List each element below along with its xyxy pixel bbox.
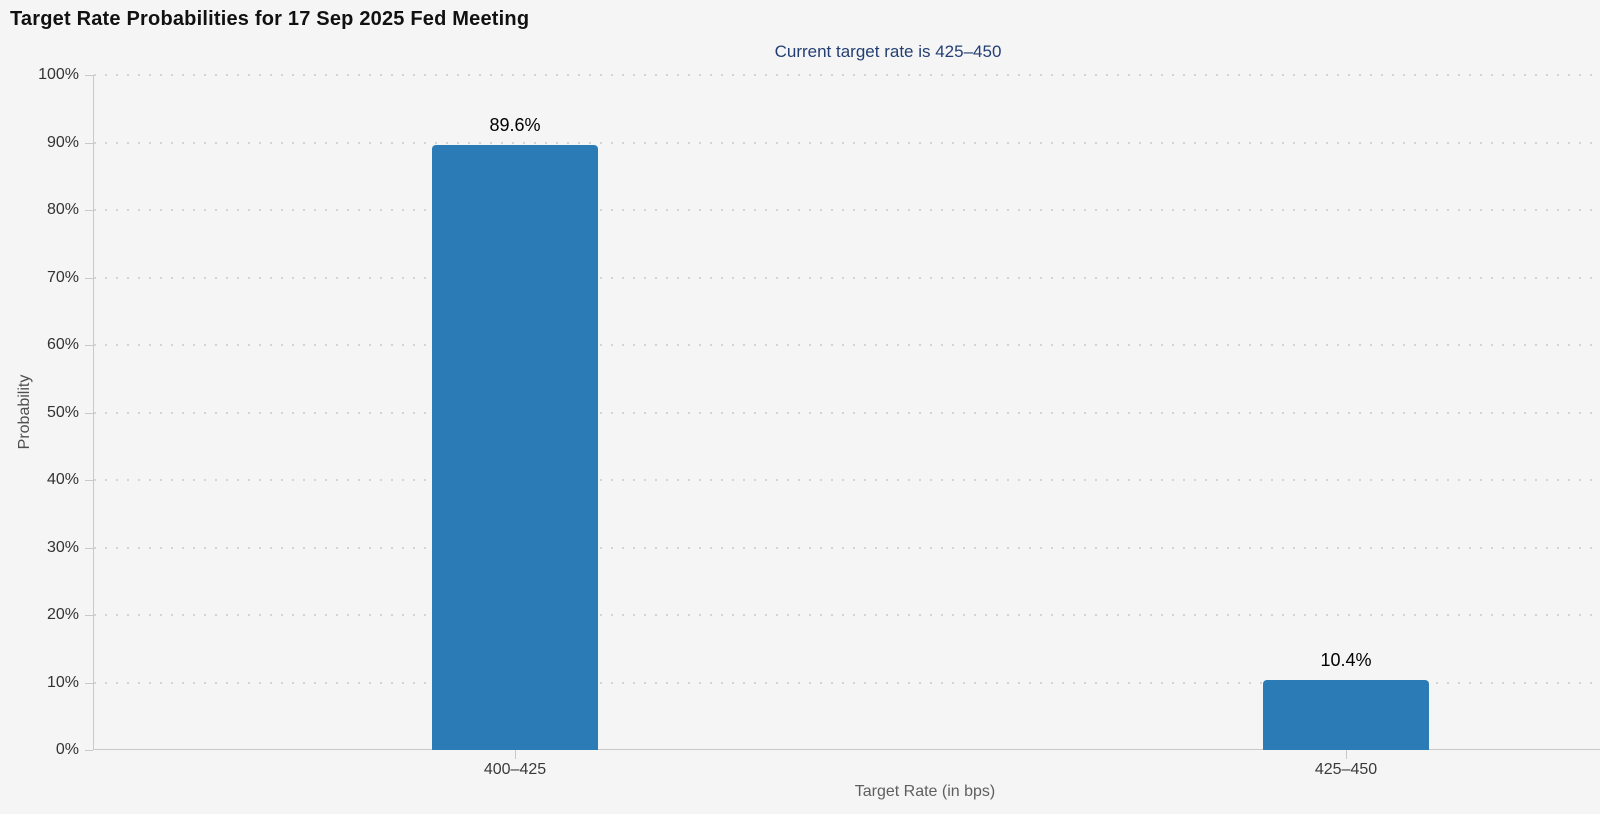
- y-tick-0: [85, 750, 93, 751]
- x-tick-400–425: [515, 750, 516, 759]
- x-tick-425–450: [1346, 750, 1347, 759]
- y-tick-label: 50%: [46, 403, 79, 421]
- y-tick-label: 70%: [46, 268, 79, 286]
- y-axis-line: [93, 75, 94, 750]
- bar-425–450[interactable]: [1263, 679, 1429, 750]
- y-tick-label: 10%: [46, 673, 79, 691]
- bar-value-label: 10.4%: [1320, 649, 1372, 670]
- x-axis-line: [93, 749, 1600, 750]
- y-tick-10: [85, 682, 93, 684]
- y-tick-80: [85, 210, 93, 211]
- plot-area: 0% 10% 20% 30% 40% 50% 60% 70% 80% 90% 100% 89.6% 40…: [38, 66, 1600, 778]
- y-tick-50: [85, 412, 93, 414]
- gridline-70: [94, 276, 1600, 279]
- gridline-40: [94, 479, 1600, 481]
- y-tick-90: [85, 142, 93, 144]
- y-tick-100: [85, 75, 93, 76]
- x-tick-label: 425–450: [1314, 761, 1378, 778]
- y-tick-label: 30%: [46, 538, 79, 556]
- chart-title: Target Rate Probabilities for 17 Sep 202…: [10, 8, 530, 30]
- gridline-30: [94, 546, 1600, 549]
- y-tick-30: [85, 547, 93, 549]
- y-tick-40: [85, 480, 93, 481]
- gridline-80: [94, 209, 1600, 211]
- chart-subtitle: Current target rate is 425–450: [774, 42, 1002, 61]
- y-tick-label: 100%: [38, 66, 79, 83]
- y-tick-label: 0%: [55, 741, 79, 758]
- y-tick-label: 20%: [46, 606, 79, 623]
- gridline-10: [94, 681, 1600, 684]
- gridline-90: [94, 141, 1600, 144]
- y-tick-label: 90%: [46, 133, 79, 151]
- gridline-60: [94, 344, 1600, 346]
- x-tick-label: 400–425: [483, 761, 547, 778]
- bar-value-label: 89.6%: [489, 115, 541, 136]
- y-tick-20: [85, 615, 93, 616]
- gridline-20: [94, 614, 1600, 616]
- y-tick-70: [85, 277, 93, 279]
- bar-400–425[interactable]: [432, 145, 598, 750]
- gridline-50: [94, 411, 1600, 414]
- x-axis-title: Target Rate (in bps): [854, 783, 996, 800]
- y-tick-60: [85, 345, 93, 346]
- y-tick-label: 40%: [46, 471, 79, 488]
- y-tick-label: 80%: [46, 201, 79, 218]
- gridline-100: [94, 74, 1600, 76]
- y-tick-label: 60%: [46, 336, 79, 353]
